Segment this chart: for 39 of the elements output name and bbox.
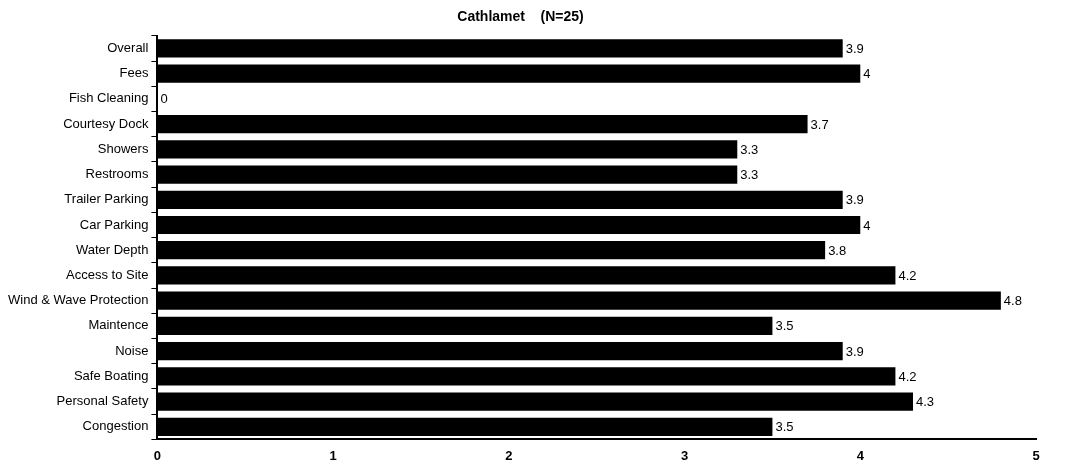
y-tick-label: Wind & Wave Protection — [8, 292, 149, 308]
chart-title: Cathlamet (N=25) — [457, 8, 584, 25]
x-tick-label: 5 — [1032, 447, 1040, 463]
data-label: 3.9 — [845, 343, 864, 359]
y-tick-label: Water Depth — [75, 241, 149, 257]
y-tick-label: Car Parking — [79, 216, 149, 232]
data-label: 3.3 — [740, 167, 759, 183]
y-tick-label: Fish Cleaning — [68, 90, 149, 106]
y-tick-label: Maintence — [88, 317, 149, 333]
y-tick-label: Courtesy Dock — [63, 115, 149, 131]
y-tick-label: Showers — [97, 140, 149, 156]
x-tick-label: 3 — [680, 447, 689, 463]
data-label: 4.3 — [916, 394, 935, 410]
data-label: 4 — [863, 66, 871, 82]
data-label: 3.7 — [810, 116, 829, 132]
x-tick-label: 1 — [329, 447, 337, 463]
data-label: 3.9 — [845, 40, 864, 56]
y-tick-label: Congestion — [82, 418, 149, 434]
data-label: 4.2 — [898, 268, 917, 284]
data-label: 3.9 — [845, 192, 864, 208]
data-label: 3.5 — [775, 419, 794, 435]
x-tick-label: 2 — [505, 447, 513, 463]
y-tick-label: Restrooms — [85, 166, 149, 182]
y-tick-label: Safe Boating — [73, 367, 149, 383]
data-label: 4.2 — [898, 368, 917, 384]
data-label: 4 — [863, 217, 871, 233]
data-label: 3.5 — [775, 318, 794, 334]
y-tick-label: Noise — [115, 342, 149, 358]
y-tick-label: Fees — [119, 65, 149, 81]
data-label: 3.3 — [740, 141, 759, 157]
data-label: 4.8 — [1003, 293, 1022, 309]
x-tick-label: 4 — [856, 447, 865, 463]
x-tick-label: 0 — [153, 447, 162, 463]
y-tick-label: Trailer Parking — [64, 191, 149, 207]
y-tick-label: Personal Safety — [56, 393, 149, 409]
y-tick-label: Overall — [107, 39, 149, 55]
data-label: 0 — [160, 91, 168, 107]
y-tick-label: Access to Site — [66, 267, 149, 283]
data-label: 3.8 — [828, 242, 847, 258]
